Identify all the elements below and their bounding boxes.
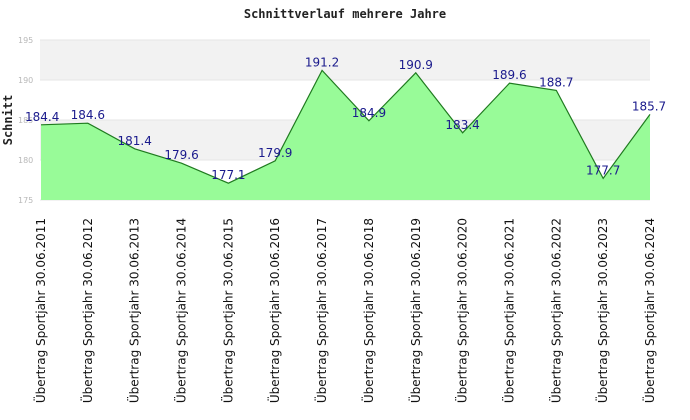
x-tick-label: Übertrag Sportjahr 30.06.2021: [500, 218, 516, 403]
y-tick-label: 195: [18, 36, 33, 45]
x-tick-label: Übertrag Sportjahr 30.06.2014: [173, 218, 189, 403]
x-tick-label: Übertrag Sportjahr 30.06.2018: [360, 218, 376, 403]
data-label: 184.9: [352, 106, 386, 120]
x-tick-label: Übertrag Sportjahr 30.06.2012: [79, 218, 95, 403]
series-line: [40, 69, 651, 184]
area-fill: [41, 70, 650, 201]
x-tick-label: Übertrag Sportjahr 30.06.2016: [266, 218, 282, 403]
data-label: 177.1: [211, 168, 245, 182]
data-label: 179.6: [164, 148, 198, 162]
data-label: 191.2: [305, 55, 339, 69]
x-tick-label: Übertrag Sportjahr 30.06.2024: [641, 218, 657, 403]
band-3: [40, 40, 650, 80]
x-tick-label: Übertrag Sportjahr 30.06.2011: [32, 218, 48, 403]
data-label: 189.6: [492, 68, 526, 82]
x-tick-label: Übertrag Sportjahr 30.06.2013: [126, 218, 142, 403]
y-tick-label: 180: [18, 156, 33, 165]
y-tick-label: 185: [18, 116, 33, 125]
x-tick-label: Übertrag Sportjahr 30.06.2023: [594, 218, 610, 403]
x-tick-label: Übertrag Sportjahr 30.06.2019: [407, 218, 423, 403]
y-axis-ticks: 175 180 185 190 195: [18, 36, 33, 205]
data-label: 183.4: [445, 118, 479, 132]
x-tick-label: Übertrag Sportjahr 30.06.2020: [454, 218, 470, 403]
y-tick-label: 175: [18, 196, 33, 205]
x-tick-label: Übertrag Sportjahr 30.06.2017: [313, 218, 329, 403]
chart-title: Schnittverlauf mehrere Jahre: [244, 7, 446, 21]
data-label: 190.9: [399, 58, 433, 72]
x-axis-ticks: Übertrag Sportjahr 30.06.2011 Übertrag Sp…: [32, 218, 657, 403]
x-tick-label: Übertrag Sportjahr 30.06.2015: [219, 218, 235, 403]
data-label: 184.4: [25, 110, 59, 124]
data-label: 179.9: [258, 146, 292, 160]
data-labels: 184.4 184.6 181.4 179.6 177.1 179.9 191.2 184.9…: [25, 55, 666, 182]
data-label: 185.7: [632, 99, 666, 113]
data-label: 177.7: [586, 163, 620, 177]
data-label: 184.6: [71, 108, 105, 122]
data-label: 181.4: [118, 134, 152, 148]
y-axis-label: Schnitt: [1, 95, 15, 146]
y-tick-label: 190: [18, 76, 33, 85]
x-tick-label: Übertrag Sportjahr 30.06.2022: [547, 218, 563, 403]
data-label: 188.7: [539, 75, 573, 89]
